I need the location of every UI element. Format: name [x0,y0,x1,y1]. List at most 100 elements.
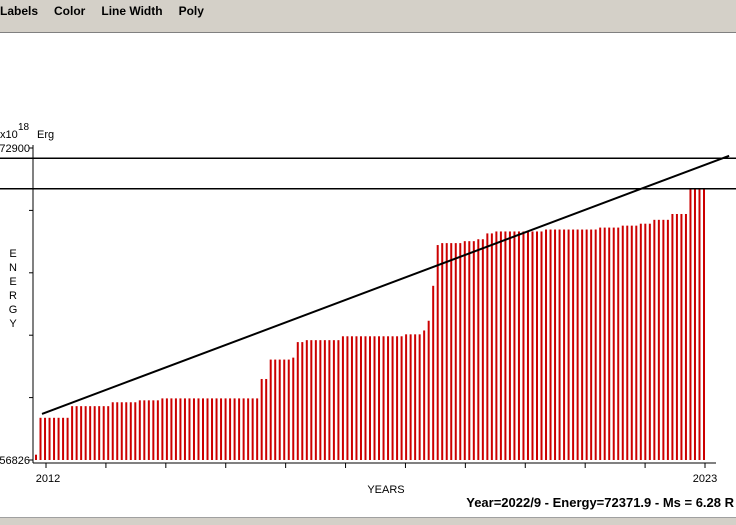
status-bar [0,517,736,525]
energy-bar [143,400,146,460]
energy-bar [513,231,516,460]
menu-poly[interactable]: Poly [178,4,204,18]
energy-bar [581,229,584,460]
energy-bar [39,417,42,460]
energy-bar [423,330,426,460]
menu-bar: Labels Color Line Width Poly [0,0,736,33]
energy-bar [653,219,656,460]
y-multiplier-exponent: 18 [18,122,30,133]
energy-bar [477,239,480,460]
energy-bar [107,406,110,460]
energy-bar [671,213,674,460]
energy-bar [486,233,489,460]
energy-bar [626,225,629,460]
energy-bar [572,229,575,460]
energy-bar [648,223,651,460]
energy-bar [472,241,475,460]
energy-bar [481,239,484,460]
menu-line-width[interactable]: Line Width [101,4,163,18]
energy-bar [174,398,177,460]
energy-bar [102,406,105,460]
energy-bar [612,227,615,460]
energy-bar [567,229,570,460]
y-axis-label-letter: R [9,290,17,302]
x-tick-label-end: 2023 [693,473,717,485]
energy-bar [192,398,195,460]
y-axis-label-letter: E [9,276,16,288]
energy-bar [558,229,561,460]
energy-bar [432,285,435,460]
plot-area[interactable]: x10 18 Erg 72900 56826 E N E R G Y 2012 2023 YEARS [0,33,736,517]
energy-bar [310,340,313,460]
energy-bar [75,406,78,460]
energy-bar [468,241,471,460]
energy-bar [287,359,290,460]
energy-bar [703,188,705,460]
energy-bar [427,320,430,460]
energy-bar [666,219,669,460]
energy-bar [341,336,344,460]
energy-bar [278,359,281,460]
energy-bar [274,359,277,460]
energy-bar [305,340,308,460]
menu-labels[interactable]: Labels [0,4,39,18]
energy-bar [409,334,412,460]
energy-bar [603,227,606,460]
energy-bar [400,336,403,460]
energy-bar [436,245,439,460]
energy-bar [657,219,660,460]
energy-bar [405,334,408,460]
energy-bar [93,406,96,460]
energy-bar [378,336,381,460]
energy-bar [680,213,683,460]
energy-bar [319,340,322,460]
energy-bar [202,398,204,460]
energy-bar [346,336,349,460]
y-tick-label-max: 72900 [0,143,30,155]
energy-bar [66,417,69,460]
y-multiplier-label: x10 [0,129,18,141]
energy-bar [545,229,548,460]
energy-bar [48,417,51,460]
energy-bar [517,231,520,460]
energy-bar [499,231,502,460]
y-axis-label-letter: G [9,304,18,316]
energy-bar [490,233,493,460]
energy-bar [576,229,579,460]
energy-bar [89,406,92,460]
energy-bar [229,398,232,460]
energy-bar [617,227,620,460]
energy-bar [332,340,335,460]
energy-bar [292,357,295,460]
energy-bar [540,231,543,460]
energy-bar [536,231,538,460]
energy-bar [621,225,624,460]
energy-bar [247,398,250,460]
energy-bar [599,227,602,460]
menu-color[interactable]: Color [54,4,86,18]
energy-bar [504,231,507,460]
energy-bar [256,398,259,460]
energy-bar [183,398,186,460]
energy-bar [35,454,37,460]
energy-bar [630,225,633,460]
energy-bar [111,402,114,460]
energy-bar [129,402,132,460]
energy-bar [675,213,678,460]
energy-bar [251,398,254,460]
energy-bar [563,229,566,460]
energy-bar [80,406,83,460]
energy-bar [211,398,214,460]
overlay-group [0,154,736,415]
energy-bar [53,417,56,460]
energy-bar [120,402,123,460]
bars-group [35,188,705,460]
energy-bar [594,229,597,460]
energy-bar [98,406,101,460]
energy-bar [382,336,385,460]
energy-bar [698,188,701,460]
energy-bar [531,231,534,460]
energy-bar [495,231,498,460]
energy-bar [165,398,168,460]
